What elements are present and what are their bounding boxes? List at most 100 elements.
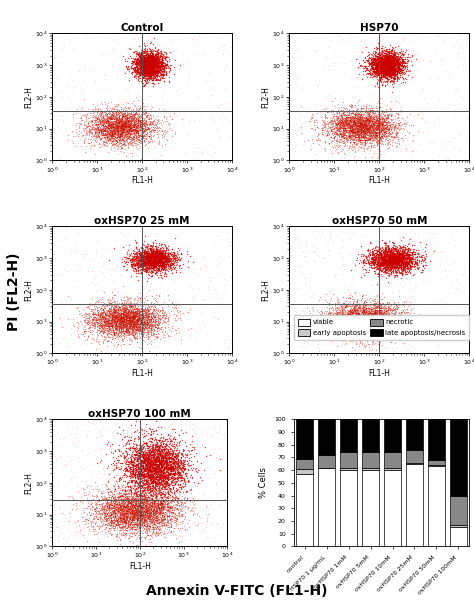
Point [397,68,404,78]
Point [383,309,390,319]
Point [351,138,358,148]
Point [105,502,113,512]
Point [140,306,147,316]
Point [127,321,135,331]
Point [123,501,131,511]
Point [355,315,362,325]
Point [365,118,372,127]
Point [127,456,135,466]
Point [155,329,163,339]
Point [101,125,109,135]
Point [383,308,391,317]
Point [147,260,155,270]
Point [129,110,137,120]
Point [375,317,383,327]
Point [416,253,423,262]
Point [163,501,171,510]
Point [374,127,382,137]
Point [358,120,366,130]
Point [118,116,126,126]
Point [124,505,131,515]
Point [135,61,142,71]
Point [375,131,383,140]
Point [391,256,399,266]
Point [90,322,98,331]
Point [117,510,124,520]
Point [116,517,124,526]
Point [141,311,148,320]
Point [386,63,393,72]
Point [121,526,129,535]
Point [168,424,176,434]
Point [152,316,160,325]
Point [150,308,157,317]
Point [146,257,154,267]
Point [380,316,387,325]
Point [140,63,147,73]
Point [347,265,355,275]
Point [199,440,206,450]
Point [147,501,155,510]
Point [135,445,143,455]
Point [135,117,142,127]
Point [120,67,128,77]
Point [117,501,125,510]
Point [177,471,184,481]
Point [329,141,337,151]
Point [114,330,122,340]
Point [375,242,383,252]
Point [103,123,110,132]
Point [105,297,112,307]
Point [137,254,144,264]
Point [124,133,132,143]
Point [389,243,397,253]
Point [346,122,354,132]
Point [155,63,163,72]
Point [126,319,134,328]
Point [345,123,352,132]
Point [332,321,340,331]
Point [162,265,169,274]
Point [126,112,134,121]
Point [370,124,378,134]
Point [160,67,167,76]
Point [128,120,136,130]
Point [164,492,171,502]
Point [145,251,152,260]
Point [119,126,127,136]
Point [140,264,148,274]
Point [407,257,415,266]
Point [321,324,329,334]
Point [350,120,357,129]
Point [164,486,172,496]
Point [154,66,162,75]
Point [372,262,380,271]
Point [174,462,182,472]
Point [389,73,397,83]
Point [185,447,193,456]
Point [340,265,348,274]
Point [360,132,367,142]
Point [408,317,415,327]
Point [416,260,424,270]
Point [156,63,164,73]
Point [342,125,349,135]
Point [136,259,144,268]
Point [137,251,145,261]
Point [55,526,62,535]
Point [168,456,175,466]
Point [173,253,181,263]
Point [361,66,369,76]
Point [173,85,181,95]
Point [112,418,120,428]
Point [124,319,132,328]
Point [145,110,152,120]
Point [363,245,371,255]
Point [168,302,175,312]
Point [148,313,156,323]
Point [388,115,396,125]
Point [390,59,397,69]
Point [142,66,150,76]
Point [115,505,122,515]
Point [131,121,138,131]
